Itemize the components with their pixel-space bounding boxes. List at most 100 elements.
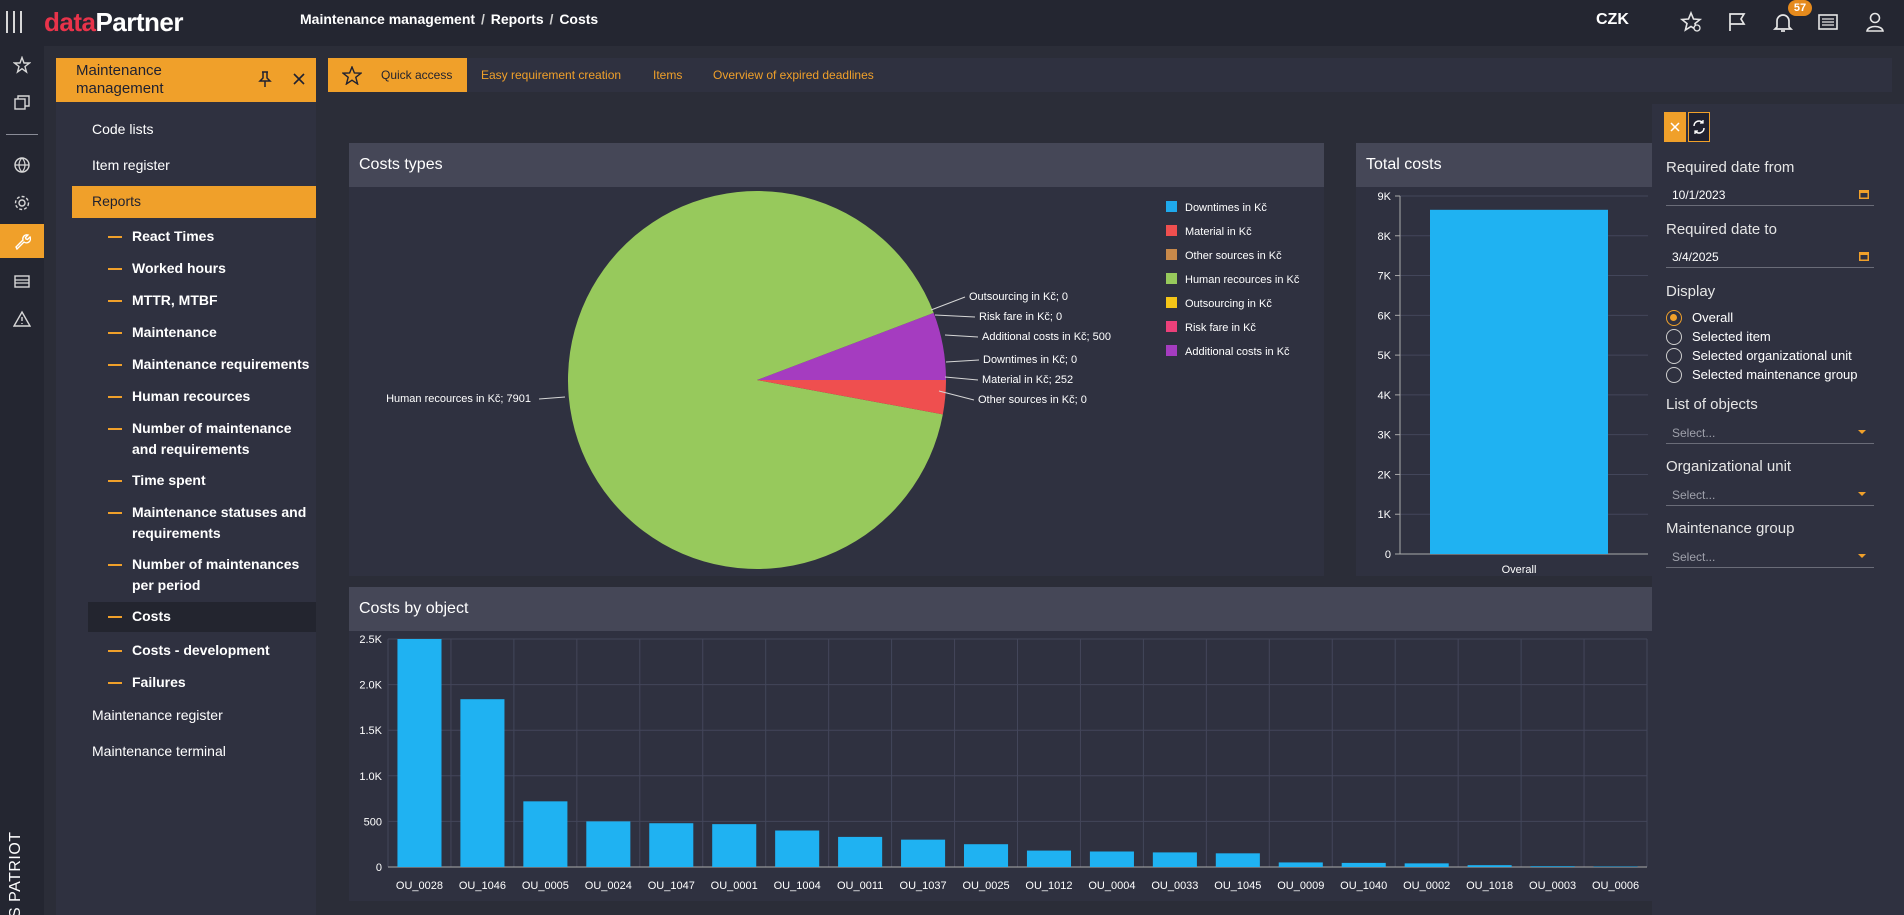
sidebar-item-code-lists[interactable]: Code lists <box>92 121 154 137</box>
sidebar-title: Maintenance management <box>76 62 164 97</box>
x-tick-label: OU_1045 <box>1214 880 1261 892</box>
sidebar-item-maintenance-terminal[interactable]: Maintenance terminal <box>92 743 226 759</box>
bar <box>397 639 442 867</box>
x-tick-label: OU_0033 <box>1151 880 1198 892</box>
logo[interactable]: dataPartner <box>44 7 184 37</box>
brand-label: MES PATRIOT <box>2 826 26 915</box>
costs-by-object-panel: Costs by object 0 500 1.0K 1.5K 2.0K 2.5K OU_0… <box>349 587 1652 901</box>
breadcrumb-item[interactable]: Reports <box>490 11 544 27</box>
globe-icon[interactable] <box>0 148 44 182</box>
report-maintenance-statuses[interactable]: Maintenance statuses and requirements <box>88 502 316 544</box>
x-tick-label: OU_1037 <box>900 880 947 892</box>
x-tick-label: OU_0004 <box>1088 880 1135 892</box>
bar <box>1404 863 1449 867</box>
pie-data-label: Downtimes in Kč; 0 <box>983 354 1077 366</box>
bar <box>1341 862 1386 867</box>
star-settings-icon[interactable] <box>1678 9 1704 35</box>
date-to-label: Required date to <box>1666 221 1777 238</box>
date-to-field[interactable]: 3/4/2025 <box>1666 246 1874 268</box>
bar <box>649 823 694 867</box>
group-label: Maintenance group <box>1666 520 1795 537</box>
display-label: Display <box>1666 283 1716 300</box>
pin-icon[interactable] <box>256 70 274 88</box>
report-failures[interactable]: Failures <box>88 672 316 694</box>
legend-swatch <box>1166 321 1177 332</box>
pie-label-line <box>934 314 976 318</box>
org-unit-select[interactable]: Select... <box>1666 484 1874 506</box>
date-from-field[interactable]: 10/1/2023 <box>1666 184 1874 206</box>
close-icon[interactable] <box>290 70 308 88</box>
report-mttr-mtbf[interactable]: MTTR, MTBF <box>88 290 316 312</box>
report-number-per-period[interactable]: Number of maintenances per period <box>88 554 316 596</box>
pie-label-line <box>930 296 966 311</box>
report-label: Failures <box>132 674 186 690</box>
sidebar-item-reports[interactable]: Reports <box>72 186 316 218</box>
objects-select[interactable]: Select... <box>1666 422 1874 444</box>
logo-part2: Partner <box>95 7 184 37</box>
bar <box>1152 852 1197 867</box>
calendar-icon[interactable] <box>1858 250 1870 262</box>
objects-placeholder: Select... <box>1672 426 1716 440</box>
flag-icon[interactable] <box>1724 9 1750 35</box>
bar <box>1467 865 1512 867</box>
bar <box>460 699 505 867</box>
sidebar-item-item-register[interactable]: Item register <box>92 157 170 173</box>
refresh-button[interactable] <box>1688 112 1710 142</box>
tab-easy-requirement-creation[interactable]: Easy requirement creation <box>481 68 622 82</box>
report-react-times[interactable]: React Times <box>88 226 316 248</box>
warning-icon[interactable] <box>0 302 44 336</box>
report-time-spent[interactable]: Time spent <box>88 470 316 492</box>
breadcrumb-item[interactable]: Maintenance management <box>300 11 476 27</box>
legend-item: Other sources in Kč <box>1185 250 1282 262</box>
tab-items[interactable]: Items <box>653 68 683 82</box>
bar <box>1278 862 1323 867</box>
x-tick-label: OU_0003 <box>1529 880 1576 892</box>
menu-icon[interactable] <box>6 11 26 33</box>
report-worked-hours[interactable]: Worked hours <box>88 258 316 280</box>
report-costs-development[interactable]: Costs - development <box>88 640 316 662</box>
pie-slice <box>757 312 946 380</box>
radio-circle <box>1666 329 1682 345</box>
close-icon <box>1670 122 1680 132</box>
windows-icon[interactable] <box>0 86 44 120</box>
report-maintenance[interactable]: Maintenance <box>88 322 316 344</box>
wrench-icon[interactable] <box>0 224 44 258</box>
tab-overview-expired-deadlines[interactable]: Overview of expired deadlines <box>713 68 874 82</box>
user-icon[interactable] <box>1862 9 1888 35</box>
group-select[interactable]: Select... <box>1666 546 1874 568</box>
sidebar-item-maintenance-register[interactable]: Maintenance register <box>92 707 223 723</box>
calendar-icon[interactable] <box>1858 188 1870 200</box>
report-number-of-maintenance[interactable]: Number of maintenance and requirements <box>88 418 316 460</box>
list-icon[interactable] <box>1815 9 1841 35</box>
legend-swatch <box>1166 225 1177 236</box>
report-human-recources[interactable]: Human recources <box>88 386 316 408</box>
radio-label: Selected maintenance group <box>1692 367 1858 382</box>
radio-label: Selected organizational unit <box>1692 348 1852 363</box>
report-label: Number of maintenance and requirements <box>132 420 292 457</box>
tab-quick-access[interactable]: Quick access <box>328 58 467 92</box>
machine-icon[interactable] <box>0 264 44 298</box>
bar <box>523 801 568 867</box>
bar <box>1530 866 1575 867</box>
date-from-value: 10/1/2023 <box>1672 188 1726 202</box>
y-tick-label: 0 <box>376 862 382 874</box>
currency-selector[interactable]: CZK <box>1596 11 1629 28</box>
panel-header: Total costs <box>1356 143 1652 187</box>
report-label: MTTR, MTBF <box>132 292 218 308</box>
star-icon[interactable] <box>0 48 44 82</box>
report-maintenance-requirements[interactable]: Maintenance requirements <box>88 354 316 376</box>
bar <box>1089 851 1134 867</box>
radio-label: Selected item <box>1692 329 1771 344</box>
x-tick-label: OU_0006 <box>1592 880 1639 892</box>
panel-title: Costs types <box>359 156 443 173</box>
objects-label: List of objects <box>1666 396 1758 413</box>
bell-icon[interactable] <box>1770 9 1796 35</box>
y-tick-label: 2.0K <box>359 680 382 692</box>
bar <box>901 839 946 867</box>
legend-swatch <box>1166 273 1177 284</box>
gear-icon[interactable] <box>0 186 44 220</box>
close-filter-button[interactable] <box>1664 112 1686 142</box>
report-costs[interactable]: Costs <box>88 602 316 632</box>
legend-item: Material in Kč <box>1185 226 1252 238</box>
bar <box>712 824 757 867</box>
